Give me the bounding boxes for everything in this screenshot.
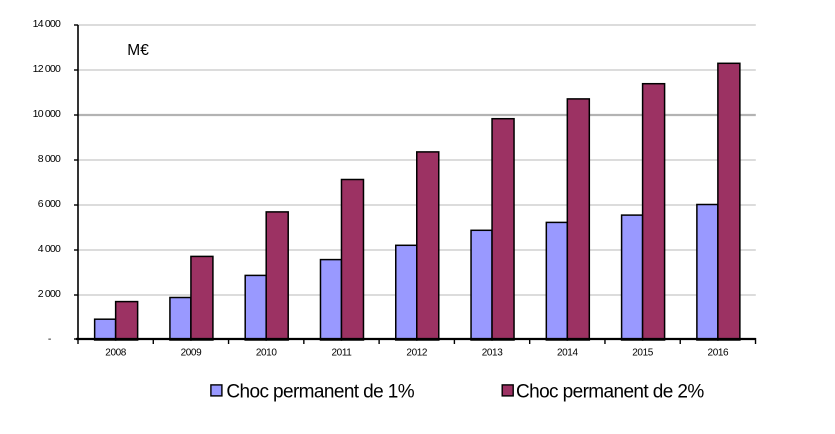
svg-text:-: - (48, 333, 52, 345)
svg-text:2013: 2013 (482, 348, 503, 359)
svg-text:Choc permanent de 1%: Choc permanent de 1% (226, 382, 414, 403)
svg-text:8 000: 8 000 (38, 153, 61, 165)
svg-text:2012: 2012 (406, 348, 427, 359)
svg-text:14 000: 14 000 (33, 18, 61, 30)
svg-text:2011: 2011 (332, 348, 353, 359)
svg-text:6 000: 6 000 (38, 198, 61, 210)
svg-text:M€: M€ (127, 42, 149, 59)
svg-text:2008: 2008 (105, 348, 126, 359)
svg-text:2 000: 2 000 (38, 288, 61, 300)
svg-text:10 000: 10 000 (33, 108, 61, 120)
svg-text:2010: 2010 (256, 348, 277, 359)
svg-text:2009: 2009 (181, 348, 202, 359)
svg-text:Choc permanent de 2%: Choc permanent de 2% (516, 382, 704, 403)
svg-text:2014: 2014 (557, 348, 578, 359)
svg-text:2015: 2015 (632, 348, 653, 359)
svg-text:2016: 2016 (708, 348, 729, 359)
svg-text:12 000: 12 000 (33, 63, 61, 75)
svg-text:4 000: 4 000 (38, 243, 61, 255)
